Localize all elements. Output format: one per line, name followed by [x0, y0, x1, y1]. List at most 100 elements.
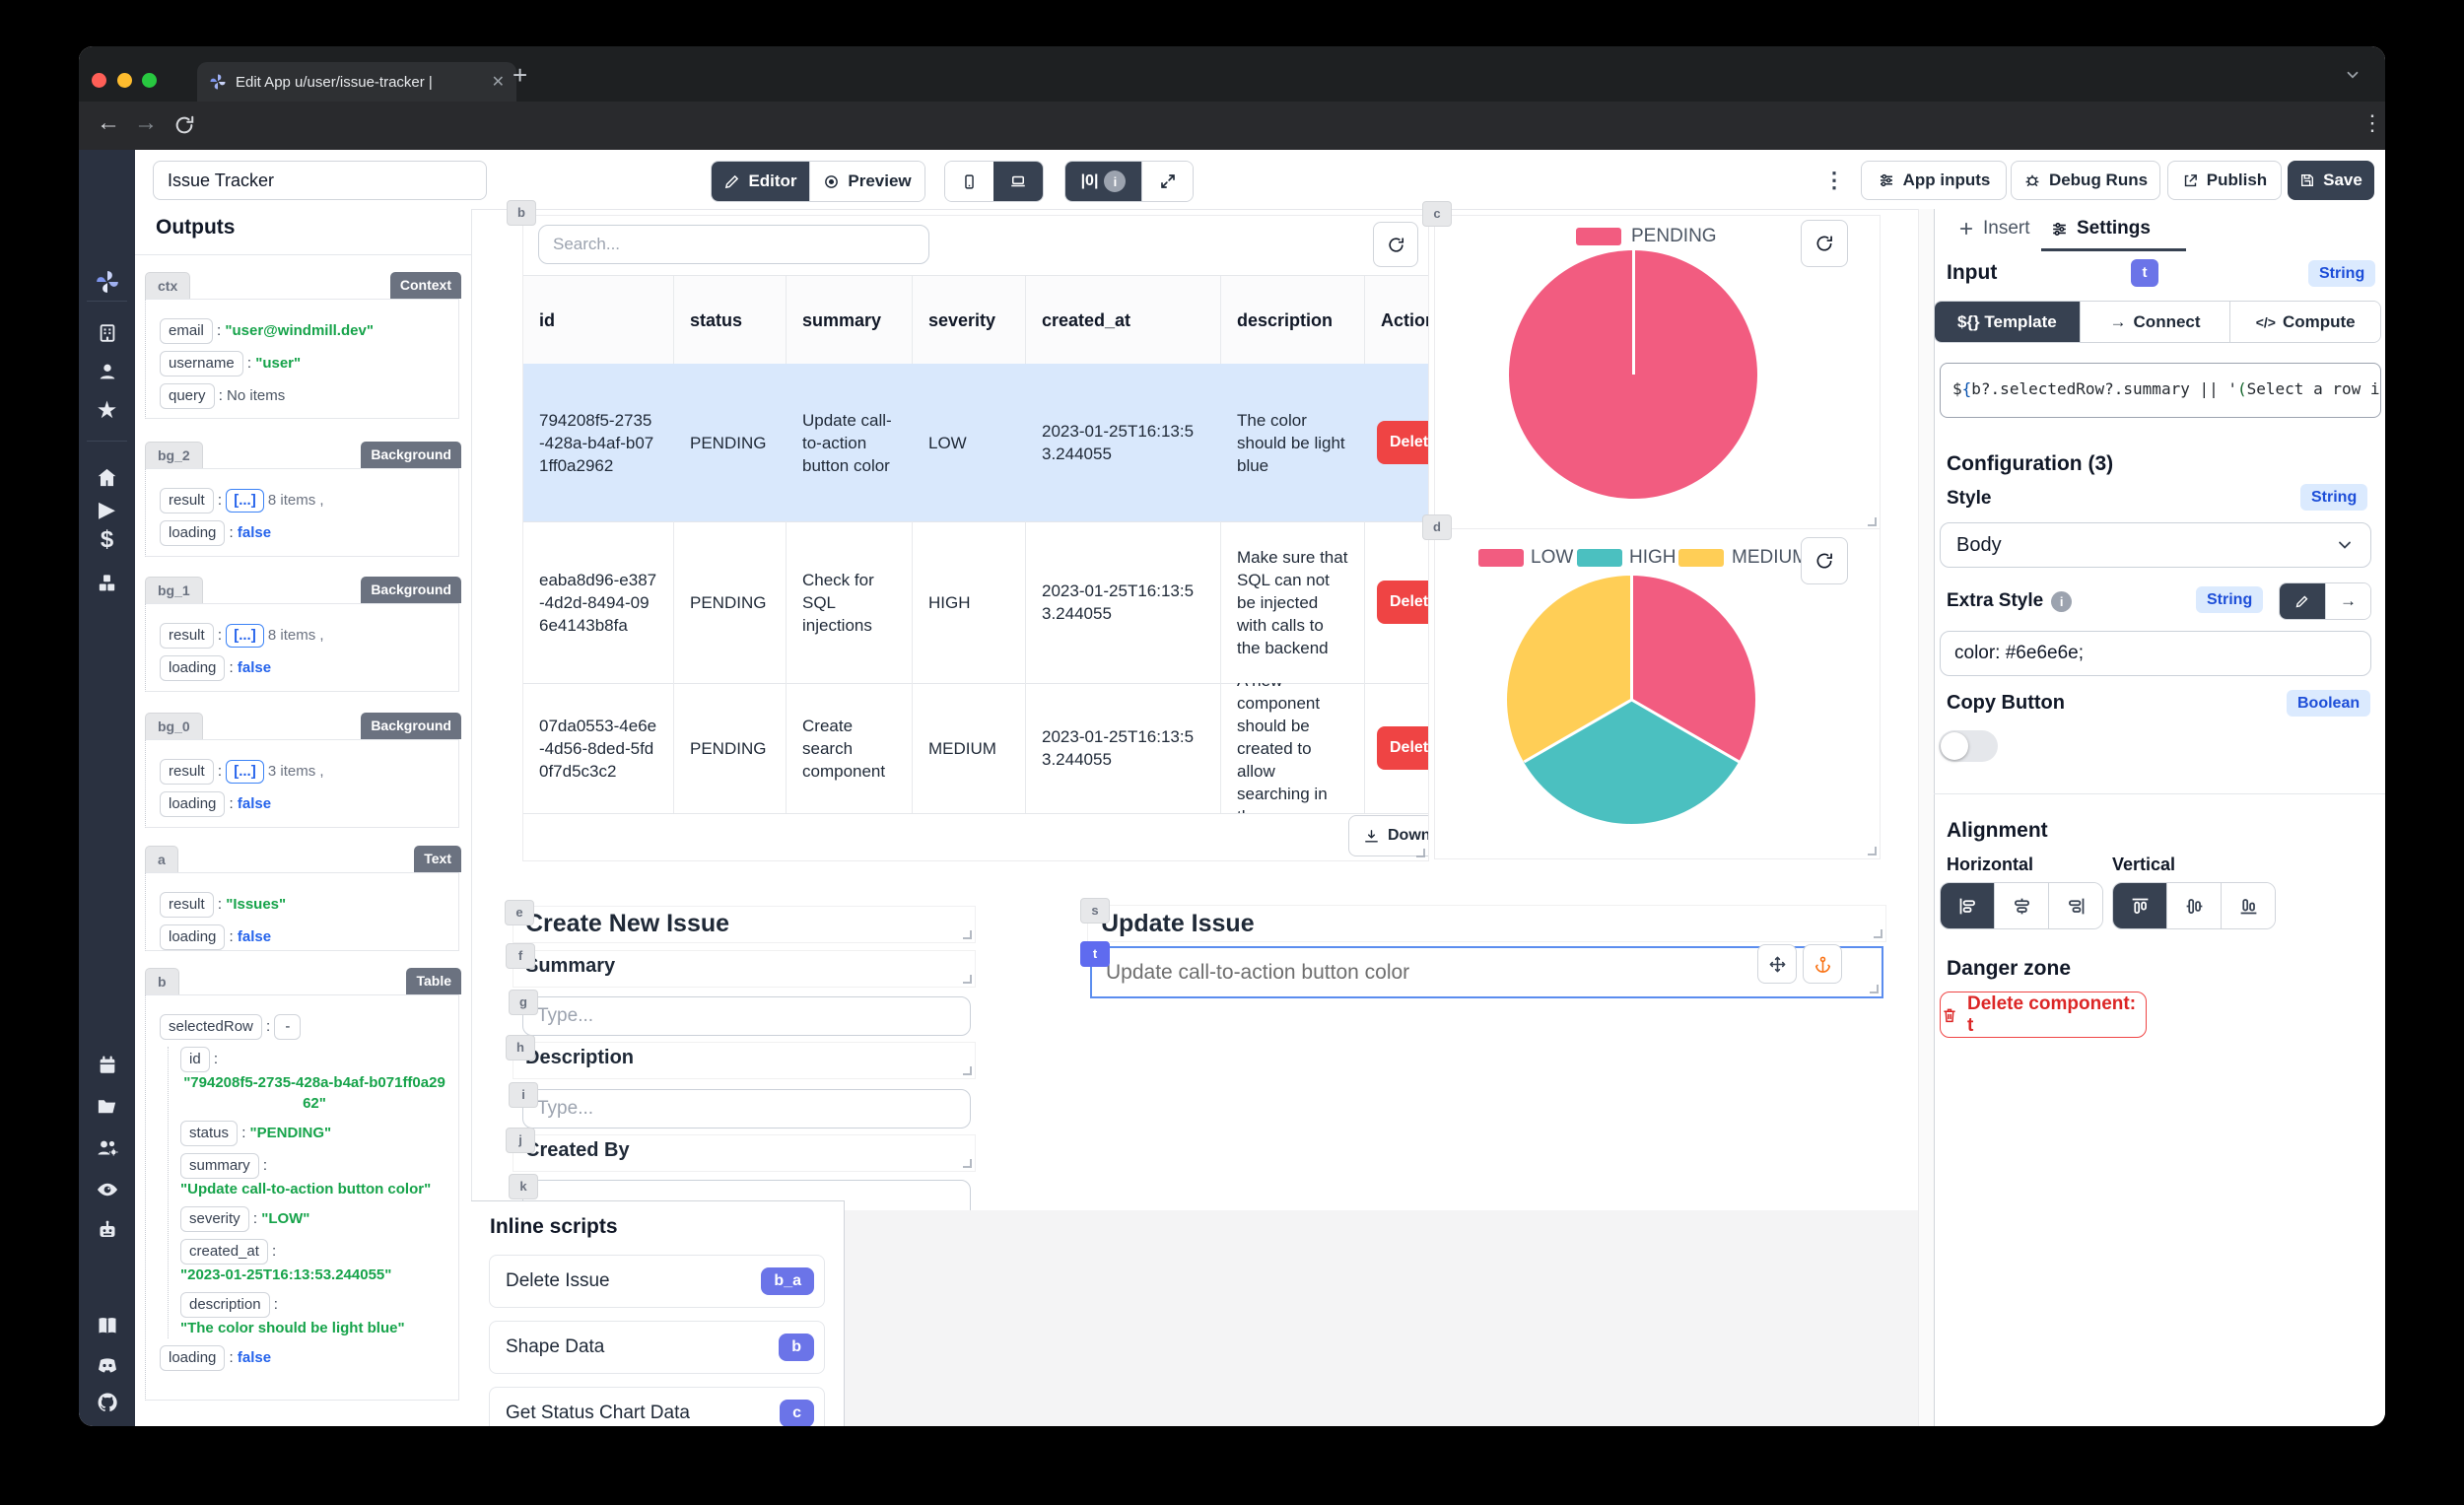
github-icon[interactable]: [79, 1391, 135, 1414]
toolbar-kebab-icon[interactable]: ⋮: [1823, 168, 1845, 192]
component-anchor-button[interactable]: [1803, 944, 1842, 984]
table-component[interactable]: id status summary severity created_at de…: [522, 215, 1429, 861]
output-row[interactable]: username : "user": [160, 351, 448, 376]
output-row[interactable]: selectedRow : -: [160, 1014, 448, 1040]
back-icon[interactable]: ←: [97, 109, 120, 136]
legend-swatch-pending[interactable]: [1576, 228, 1621, 245]
legend-swatch-low[interactable]: [1478, 549, 1524, 567]
legend-label[interactable]: MEDIUM: [1732, 547, 1809, 568]
component-tag-g[interactable]: g: [509, 990, 538, 1015]
building-icon[interactable]: [79, 322, 135, 344]
reload-icon[interactable]: [173, 114, 195, 136]
discord-icon[interactable]: [79, 1353, 135, 1377]
column-header[interactable]: Action: [1381, 309, 1428, 330]
connect-arrow-button[interactable]: →: [2324, 583, 2370, 619]
output-row[interactable]: email : "user@windmill.dev": [160, 318, 448, 344]
dollar-icon[interactable]: $: [100, 526, 114, 553]
output-row[interactable]: result : [...] 3 items ,: [160, 759, 448, 785]
robot-icon[interactable]: [79, 1218, 135, 1242]
description-input[interactable]: [522, 1089, 971, 1129]
column-header[interactable]: severity: [913, 276, 1026, 365]
table-search-input[interactable]: [538, 225, 929, 264]
column-header[interactable]: created_at: [1026, 276, 1221, 365]
component-tag-severity-chart[interactable]: d: [1422, 514, 1452, 540]
template-mode-tab[interactable]: ${} Template: [1935, 302, 2080, 342]
save-button[interactable]: Save: [2288, 161, 2374, 200]
traffic-close-button[interactable]: [92, 73, 106, 88]
info-icon[interactable]: i: [2051, 590, 2073, 612]
component-tag-f[interactable]: f: [506, 943, 535, 969]
summary-input[interactable]: [522, 996, 971, 1036]
editor-tab[interactable]: Editor: [712, 162, 809, 201]
align-center-v-button[interactable]: [2166, 883, 2221, 928]
component-tag-table[interactable]: b: [507, 200, 536, 226]
legend-swatch-high[interactable]: [1577, 549, 1622, 567]
inline-script-item[interactable]: Get Status Chart Data c: [489, 1387, 825, 1426]
output-row[interactable]: loading : false: [160, 520, 448, 546]
legend-label[interactable]: LOW: [1531, 547, 1574, 568]
publish-button[interactable]: Publish: [2167, 161, 2282, 200]
mobile-view-button[interactable]: [945, 162, 993, 201]
browser-menu-kebab-icon[interactable]: ⋮: [2361, 110, 2383, 135]
output-row[interactable]: query : No items: [160, 383, 448, 409]
legend-label[interactable]: HIGH: [1629, 547, 1677, 568]
tab-close-icon[interactable]: ✕: [491, 74, 505, 91]
desktop-view-button[interactable]: [993, 162, 1043, 201]
inline-script-item[interactable]: Shape Data b: [489, 1321, 825, 1374]
forward-icon[interactable]: →: [134, 109, 158, 136]
insert-tab[interactable]: Insert: [1957, 218, 2030, 239]
settings-tab[interactable]: Settings: [2050, 218, 2151, 239]
output-row[interactable]: result : [...] 8 items ,: [160, 623, 448, 649]
table-refresh-button[interactable]: [1373, 222, 1418, 267]
align-bottom-button[interactable]: [2221, 883, 2275, 928]
table-row[interactable]: 07da0553-4e6e-4d56-8ded-5fd0f7d5c3c2 PEN…: [523, 683, 1428, 814]
array-pill[interactable]: [...]: [226, 489, 264, 513]
legend-label[interactable]: PENDING: [1631, 226, 1717, 246]
align-top-button[interactable]: [2113, 883, 2166, 928]
update-text-component-selected[interactable]: Update call-to-action button color: [1090, 946, 1883, 998]
component-tag-status-chart[interactable]: c: [1422, 201, 1452, 227]
new-tab-icon[interactable]: +: [513, 60, 528, 90]
summary-label-box[interactable]: [513, 950, 976, 988]
template-code-input[interactable]: ${b?.selectedRow?.summary || '(Select a …: [1940, 363, 2381, 418]
output-row[interactable]: result : "Issues": [160, 892, 448, 918]
component-tag-e[interactable]: e: [505, 900, 534, 925]
windmill-logo-icon[interactable]: [79, 269, 135, 295]
description-label-box[interactable]: [513, 1042, 976, 1079]
compute-mode-tab[interactable]: </> Compute: [2229, 302, 2380, 342]
style-select[interactable]: Body: [1940, 522, 2371, 568]
connect-mode-tab[interactable]: → Connect: [2079, 302, 2230, 342]
row-delete-button[interactable]: Delete: [1377, 421, 1428, 464]
chart-refresh-button[interactable]: [1801, 537, 1848, 584]
table-row[interactable]: eaba8d96-e387-4d2d-8494-096e4143b8fa PEN…: [523, 521, 1428, 684]
folder-icon[interactable]: [79, 1095, 135, 1118]
table-row[interactable]: 794208f5-2735-428a-b4af-b071ff0a2962 PEN…: [523, 364, 1428, 522]
legend-swatch-medium[interactable]: [1678, 549, 1724, 567]
delete-component-button[interactable]: Delete component: t: [1940, 992, 2147, 1038]
play-icon[interactable]: ▶: [99, 497, 115, 521]
table-download-button[interactable]: Download: [1348, 815, 1428, 856]
output-row[interactable]: result : [...] 8 items ,: [160, 488, 448, 513]
column-header[interactable]: id: [523, 276, 674, 365]
extra-style-input[interactable]: [1940, 631, 2371, 676]
component-move-button[interactable]: [1757, 944, 1797, 984]
preview-tab[interactable]: Preview: [809, 162, 924, 201]
browser-tab[interactable]: Edit App u/user/issue-tracker | ✕: [197, 62, 516, 102]
diff-indicator-button[interactable]: |0| i: [1065, 162, 1141, 201]
component-tag-t-selected[interactable]: t: [1080, 941, 1110, 967]
star-icon[interactable]: ★: [96, 397, 118, 424]
collapse-pill[interactable]: -: [274, 1014, 302, 1040]
debug-runs-button[interactable]: Debug Runs: [2011, 161, 2160, 200]
component-tag-j[interactable]: j: [506, 1128, 535, 1153]
chart-refresh-button[interactable]: [1801, 220, 1848, 267]
calendar-icon[interactable]: [79, 1055, 135, 1076]
user-icon[interactable]: [79, 361, 135, 382]
traffic-minimize-button[interactable]: [117, 73, 132, 88]
component-tag-h[interactable]: h: [506, 1035, 535, 1060]
fullscreen-button[interactable]: [1141, 162, 1193, 201]
update-title-box[interactable]: [1087, 905, 1886, 942]
severity-pie-chart[interactable]: LOW HIGH MEDIUM: [1434, 528, 1881, 859]
eye-icon[interactable]: [79, 1178, 135, 1201]
home-icon[interactable]: [79, 466, 135, 489]
column-header[interactable]: summary: [787, 276, 913, 365]
